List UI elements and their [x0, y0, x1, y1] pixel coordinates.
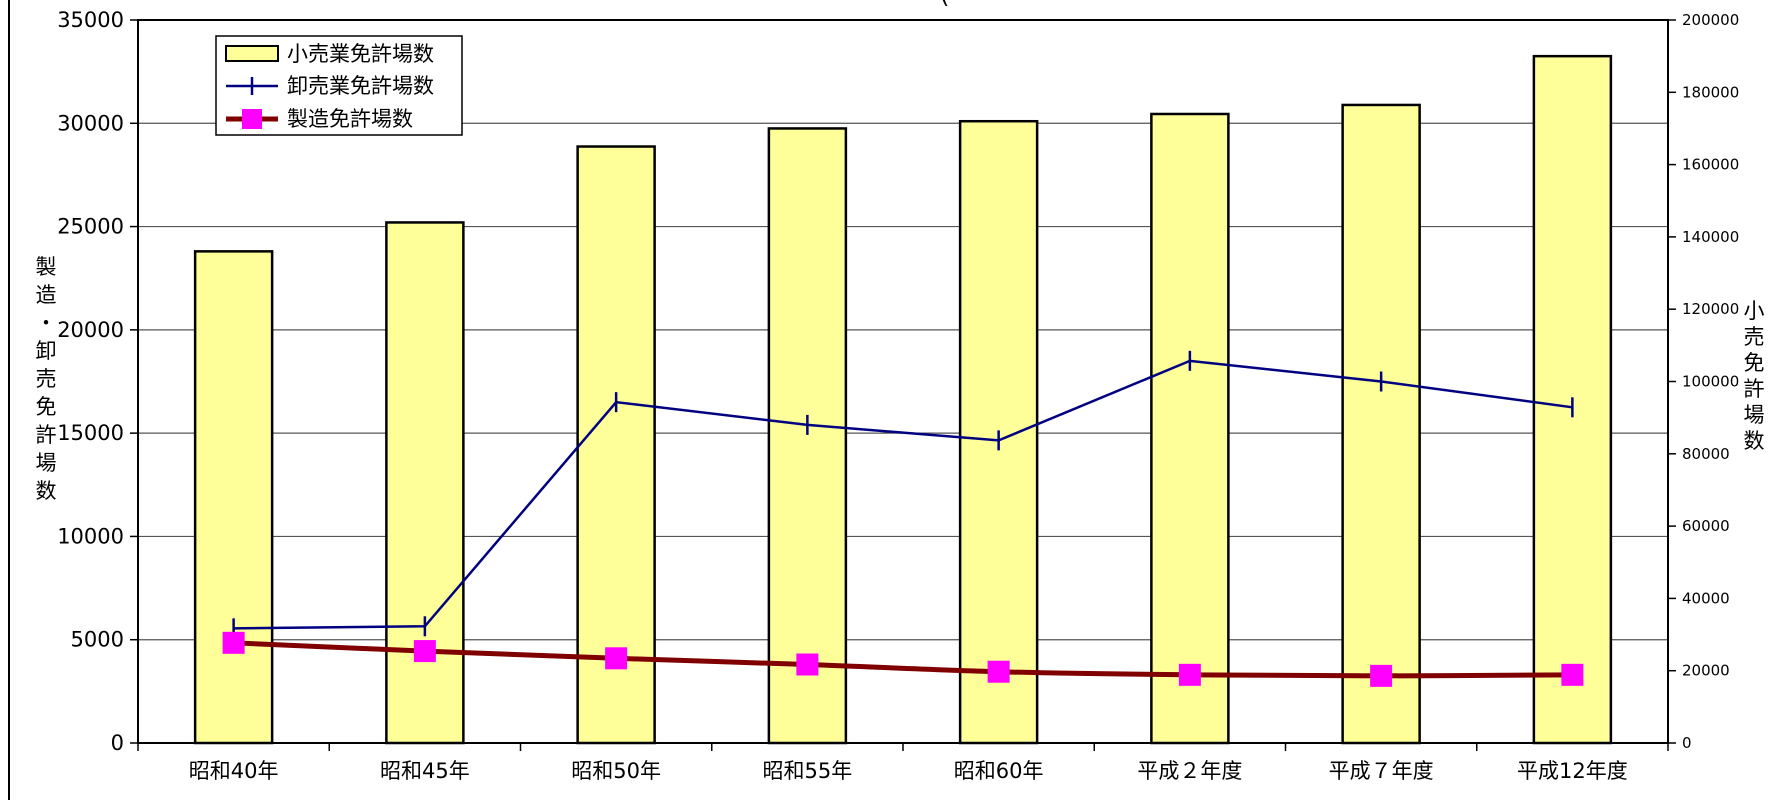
right-tick-label: 40000 — [1682, 589, 1730, 607]
left-axis-label-char: 許 — [36, 423, 57, 447]
right-tick-label: 140000 — [1682, 228, 1739, 246]
left-tick-label: 30000 — [57, 111, 124, 135]
chart-title: ( — [940, 0, 949, 9]
right-axis-label-char: 小 — [1744, 299, 1765, 323]
legend-swatch-retail — [225, 45, 279, 62]
bar — [385, 221, 465, 745]
legend: 小売業免許場数 卸売業免許場数 製造免許場数 — [215, 35, 463, 136]
point-manufacturing — [987, 660, 1010, 683]
bar — [767, 127, 848, 745]
right-axis-label-char: 売 — [1744, 325, 1765, 349]
x-tick-label: 昭和55年 — [763, 759, 853, 783]
point-manufacturing — [796, 653, 819, 676]
x-axis: 昭和40年 昭和45年 昭和50年 昭和55年 昭和60年 平成２年度 平成７年度 平成12年… — [137, 743, 1669, 783]
left-tick-label: 15000 — [57, 421, 124, 445]
legend-label-wholesale: 卸売業免許場数 — [287, 74, 434, 98]
right-tick-label: 80000 — [1682, 445, 1730, 463]
right-axis-label-char: 免 — [1744, 351, 1765, 375]
x-tick-label: 昭和60年 — [954, 759, 1044, 783]
left-tick-label: 20000 — [57, 318, 124, 342]
point-manufacturing — [1561, 663, 1584, 686]
right-tick-label: 180000 — [1682, 83, 1739, 101]
right-axis-label-char: 許 — [1744, 377, 1765, 401]
bar — [193, 250, 274, 745]
right-tick-label: 100000 — [1682, 373, 1739, 391]
x-tick-label: 平成２年度 — [1137, 759, 1242, 783]
x-tick-label: 昭和40年 — [189, 759, 279, 783]
right-axis-label-char: 場 — [1744, 403, 1765, 427]
x-tick-label: 平成７年度 — [1329, 759, 1434, 783]
left-axis-label-char: 場 — [36, 451, 57, 475]
point-manufacturing — [413, 640, 436, 663]
right-axis: 0 20000 40000 60000 80000 100000 120000 140000 1… — [1668, 11, 1739, 752]
left-axis-label-char: ・ — [36, 311, 57, 335]
series-line-wholesale — [233, 359, 1573, 630]
left-tick-label: 10000 — [57, 524, 124, 548]
x-tick-label: 昭和50年 — [571, 759, 661, 783]
point-manufacturing — [605, 647, 628, 670]
point-manufacturing — [222, 631, 245, 654]
right-tick-label: 0 — [1682, 734, 1692, 752]
right-tick-label: 120000 — [1682, 300, 1739, 318]
left-axis-label-char: 数 — [36, 479, 57, 503]
line-series — [222, 350, 1584, 687]
x-tick-label: 平成12年度 — [1517, 759, 1628, 783]
point-manufacturing — [1370, 664, 1393, 687]
bar — [1341, 103, 1421, 745]
right-tick-label: 160000 — [1682, 156, 1739, 174]
left-axis-label-char: 売 — [36, 367, 57, 391]
legend-label-retail: 小売業免許場数 — [287, 42, 434, 66]
left-axis: 0 5000 10000 15000 20000 25000 30000 35000 — [57, 8, 138, 755]
right-tick-label: 200000 — [1682, 11, 1739, 29]
left-axis-label-char: 卸 — [36, 339, 57, 363]
bar — [1150, 112, 1230, 745]
left-tick-label: 5000 — [71, 628, 124, 652]
left-tick-label: 35000 — [57, 8, 124, 32]
legend-label-manufacturing: 製造免許場数 — [287, 107, 413, 131]
left-axis-label-char: 免 — [36, 395, 57, 419]
right-tick-label: 60000 — [1682, 517, 1730, 535]
legend-marker-manufacturing — [242, 109, 262, 129]
right-tick-label: 20000 — [1682, 662, 1730, 680]
left-axis-label-char: 製 — [36, 255, 57, 279]
point-manufacturing — [1178, 663, 1201, 686]
right-axis-label-char: 数 — [1744, 429, 1765, 453]
series-line-manufacturing — [233, 640, 1573, 679]
left-tick-label: 0 — [111, 731, 124, 755]
left-tick-label: 25000 — [57, 215, 124, 239]
x-tick-label: 昭和45年 — [380, 759, 470, 783]
left-axis-label-char: 造 — [36, 283, 57, 307]
